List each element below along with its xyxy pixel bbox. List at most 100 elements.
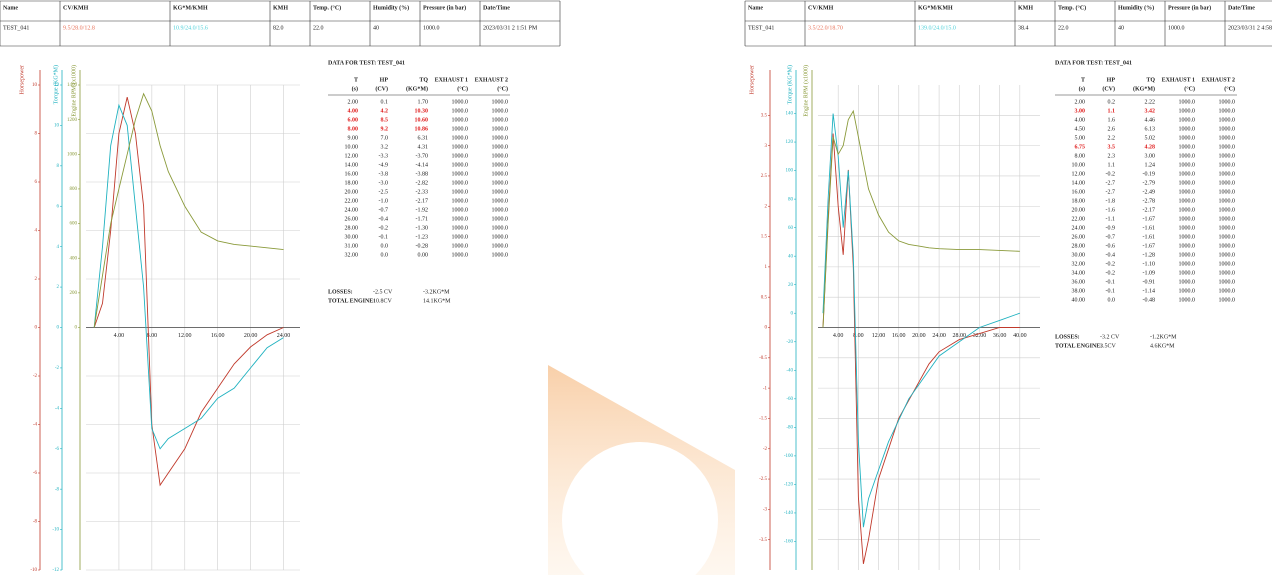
table-cell: 1000.0 (492, 252, 509, 258)
y-tick-label: 2 (765, 204, 768, 209)
x-tick-label: 32.00 (973, 333, 987, 339)
table-cell: 1000.0 (1219, 153, 1236, 159)
y-axis-title: Torque (KG*M) (786, 65, 793, 104)
summary-text: TOTAL ENGINE: (1055, 343, 1102, 349)
table-cell: -0.1 (1106, 288, 1116, 294)
table-cell: 1000.0 (1179, 261, 1196, 267)
column-header: (KG*M) (1133, 85, 1155, 92)
table-cell: -1.92 (416, 207, 429, 213)
column-header: (°C) (457, 85, 468, 92)
y-tick-label: 0 (791, 311, 794, 316)
table-cell: 1000.0 (1179, 225, 1196, 231)
table-cell: -3.70 (416, 153, 429, 159)
y-tick-label: 140 (786, 112, 794, 117)
y-tick-label: 6 (57, 204, 60, 209)
summary-text: -2.5 CV (373, 289, 393, 295)
table-cell: 1000.0 (492, 108, 509, 114)
table-cell: 1000.0 (1219, 243, 1236, 249)
table-cell: 1000.0 (492, 99, 509, 105)
table-cell: 1000.0 (1179, 189, 1196, 195)
table-cell: -2.82 (416, 180, 429, 186)
table-cell: 1000.0 (1219, 135, 1236, 141)
table-cell: 2.2 (1108, 135, 1116, 141)
header-label: KMH (1018, 5, 1033, 11)
header-value: TEST_041 (3, 25, 29, 31)
y-tick-label: 100 (786, 169, 794, 174)
table-cell: 1000.0 (452, 153, 469, 159)
table-cell: 0.0 (381, 252, 389, 258)
y-tick-label: 3 (765, 144, 768, 149)
table-cell: 2.00 (348, 99, 359, 105)
column-header: (CV) (375, 85, 388, 92)
table-cell: 1000.0 (1219, 252, 1236, 258)
y-tick-label: 1200 (67, 118, 78, 123)
y-tick-label: 200 (70, 291, 78, 296)
table-cell: 1000.0 (452, 171, 469, 177)
table-cell: 1000.0 (1179, 180, 1196, 186)
table-cell: 26.00 (345, 216, 359, 222)
table-cell: 1000.0 (1219, 207, 1236, 213)
table-cell: -3.88 (416, 171, 429, 177)
table-cell: -2.17 (416, 198, 429, 204)
table-cell: 28.00 (1072, 243, 1086, 249)
x-tick-label: 16.00 (211, 333, 225, 339)
y-tick-label: 0 (75, 326, 78, 331)
column-header: HP (380, 77, 389, 83)
table-cell: -0.2 (1106, 171, 1116, 177)
x-tick-label: 24.00 (277, 333, 291, 339)
y-tick-label: -80 (786, 425, 793, 430)
table-cell: 4.00 (348, 108, 359, 114)
table-cell: -2.49 (1143, 189, 1156, 195)
summary-text: LOSSES: (1055, 334, 1080, 340)
table-cell: 40.00 (1072, 297, 1086, 303)
table-cell: 1000.0 (1179, 99, 1196, 105)
y-tick-label: -20 (786, 340, 793, 345)
table-cell: 0.1 (381, 99, 389, 105)
y-tick-label: -4 (33, 423, 38, 428)
header-label: Name (3, 5, 18, 11)
table-cell: -0.2 (379, 225, 389, 231)
table-cell: -2.17 (1143, 207, 1156, 213)
table-cell: -0.19 (1143, 171, 1156, 177)
y-tick-label: -4 (55, 406, 60, 411)
table-cell: 1000.0 (1179, 252, 1196, 258)
x-tick-label: 20.00 (912, 333, 926, 339)
table-cell: 1000.0 (1179, 108, 1196, 114)
table-cell: 4.2 (381, 108, 389, 114)
x-tick-label: 24.00 (932, 333, 946, 339)
header-value: TEST_041 (748, 25, 774, 31)
table-cell: 10.30 (415, 108, 429, 114)
y-tick-label: 8 (57, 164, 60, 169)
header-label: Pressure (in bar) (1168, 4, 1211, 11)
table-cell: 1000.0 (1179, 234, 1196, 240)
table-cell: -0.2 (1106, 261, 1116, 267)
table-cell: 1000.0 (1219, 126, 1236, 132)
table-cell: 1000.0 (492, 117, 509, 123)
table-cell: 10.60 (415, 117, 429, 123)
table-cell: 1000.0 (492, 126, 509, 132)
column-header: HP (1107, 77, 1116, 83)
table-cell: -1.14 (1143, 288, 1156, 294)
y-tick-label: -3 (763, 508, 768, 513)
table-cell: -2.79 (1143, 180, 1156, 186)
y-tick-label: -0.5 (759, 356, 767, 361)
table-cell: 1000.0 (492, 198, 509, 204)
table-cell: 8.00 (1075, 153, 1086, 159)
table-cell: -2.7 (1106, 180, 1116, 186)
table-cell: 2.3 (1108, 153, 1116, 159)
table-cell: -1.61 (1143, 225, 1156, 231)
header-label: Name (748, 5, 763, 11)
y-tick-label: -10 (52, 528, 59, 533)
header-value: 1000.0 (1168, 25, 1185, 31)
y-tick-label: 400 (70, 256, 78, 261)
table-cell: 12.00 (1072, 171, 1086, 177)
table-cell: 1.6 (1108, 117, 1116, 123)
table-cell: -0.1 (1106, 279, 1116, 285)
table-cell: 1.70 (418, 99, 429, 105)
header-value: 1000.0 (423, 25, 440, 31)
table-cell: -2.7 (1106, 189, 1116, 195)
y-tick-label: 0.5 (761, 295, 768, 300)
table-cell: 2.00 (1075, 99, 1086, 105)
header-label: Pressure (in bar) (423, 4, 466, 11)
column-header: (s) (1079, 85, 1085, 92)
